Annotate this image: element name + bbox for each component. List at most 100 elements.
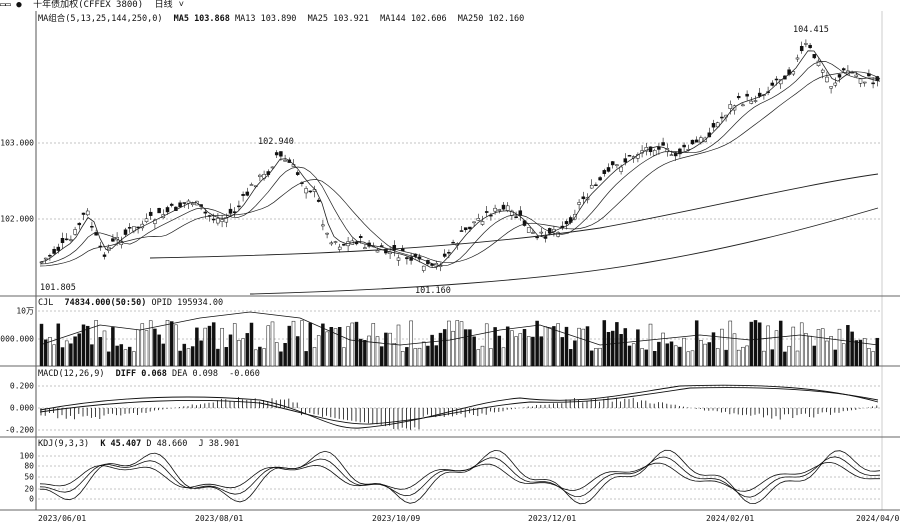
candle-body [497, 209, 502, 211]
volume-bar [552, 326, 556, 367]
volume-bar [60, 347, 65, 367]
volume-bar [820, 328, 825, 367]
ma-indicator-name[interactable]: MA组合(5,13,25,144,250,0) [38, 14, 163, 24]
volume-bar [312, 347, 317, 367]
volume-bar [619, 334, 623, 367]
volume-bar [703, 343, 707, 367]
vol-y-label-top: 10万 [16, 306, 34, 316]
volume-bar [85, 325, 90, 367]
volume-bar [795, 350, 800, 367]
candle-body [493, 207, 497, 212]
volume-bar [568, 349, 573, 367]
candle-body [594, 184, 598, 186]
candle-body [274, 152, 279, 156]
candle-body [770, 82, 775, 86]
volume-bar [871, 351, 875, 367]
macd-indicator-name[interactable]: MACD(12,26,9) [38, 369, 105, 379]
candle-body [442, 253, 447, 257]
volume-bar [434, 345, 439, 367]
volume-bar [199, 340, 203, 367]
volume-bar [728, 320, 733, 367]
volume-bar [753, 320, 758, 367]
volume-bar [501, 347, 506, 367]
volume-bar [610, 330, 615, 367]
y-label-102: 102.000 [0, 214, 34, 224]
volume-bar [736, 349, 741, 367]
candle-body [190, 203, 195, 206]
ma144-line [149, 173, 879, 259]
ma250-value: MA250 102.160 [457, 14, 525, 24]
period-selector[interactable]: 日线 [154, 0, 173, 10]
volume-bar [111, 327, 115, 367]
volume-bar [346, 326, 350, 367]
volume-bar [573, 340, 577, 367]
kdj-indicator-name[interactable]: KDJ(9,3,3) [38, 439, 90, 449]
volume-bar [505, 326, 510, 367]
volume-bar [186, 348, 191, 367]
volume-bar [291, 320, 296, 367]
candle-body [43, 257, 48, 260]
volume-bar [451, 330, 455, 367]
candle-body [333, 241, 338, 243]
candle-body [258, 174, 262, 177]
volume-bar [165, 320, 170, 367]
candle-body [363, 247, 367, 250]
candle-body [505, 205, 510, 211]
volume-bar [77, 333, 82, 367]
volume-bar [287, 325, 292, 367]
kdj-y-20: 20 [24, 484, 34, 494]
candle-body [220, 219, 224, 222]
volume-bar [724, 349, 728, 367]
candle-body [468, 226, 472, 230]
candle-body [304, 188, 308, 194]
kdj-y-50: 50 [24, 472, 34, 482]
candle-body [73, 229, 77, 235]
volume-bar [144, 330, 149, 367]
candle-body [661, 142, 665, 146]
candle-body [111, 238, 115, 242]
volume-indicator-name[interactable]: CJL [38, 298, 54, 308]
volume-bar [615, 322, 619, 367]
volume-bar [804, 333, 808, 367]
x-label-2: 2023/10/09 [372, 514, 421, 523]
symbol-label[interactable]: 十年债加权(CFFEX 3800) [33, 0, 144, 10]
toolbar-icon[interactable]: ▭▭ ● [0, 0, 22, 10]
kdj-y-80: 80 [24, 461, 34, 471]
candle-body [854, 74, 859, 77]
candle-body [241, 194, 245, 196]
volume-bar [430, 334, 434, 367]
candle-body [127, 227, 132, 229]
candle-body [518, 210, 523, 216]
volume-bar [514, 336, 518, 367]
candle-body [581, 196, 586, 200]
volume-bar [136, 329, 140, 367]
candle-body [48, 255, 52, 257]
volume-bar [102, 330, 107, 367]
volume-bar [396, 324, 401, 367]
volume-bar [329, 327, 334, 367]
volume-bar [778, 320, 783, 367]
candle-body [606, 167, 611, 172]
volume-bar [241, 338, 245, 367]
candle-body [476, 218, 481, 221]
volume-bar [207, 325, 212, 367]
ma144-value: MA144 102.606 [380, 14, 447, 24]
volume-bar [783, 351, 787, 367]
volume-bar [535, 320, 539, 367]
volume-bar [421, 341, 426, 367]
volume-bar [770, 349, 775, 367]
candle-body [379, 245, 384, 247]
candle-body [736, 96, 741, 99]
volume-bar [493, 327, 497, 367]
candle-body [837, 74, 842, 78]
volume-bar [825, 340, 829, 367]
volume-bar [850, 331, 854, 367]
volume-bar [522, 329, 527, 367]
kdj-y-100: 100 [19, 451, 34, 461]
kdj-y-axis: 100 80 50 20 0 [0, 0, 36, 510]
candle-body [447, 252, 451, 254]
chevron-down-icon[interactable]: ˅ [178, 0, 184, 10]
ma-header: MA组合(5,13,25,144,250,0) MA5 103.868 MA13… [38, 12, 530, 24]
candle-body [820, 69, 825, 73]
